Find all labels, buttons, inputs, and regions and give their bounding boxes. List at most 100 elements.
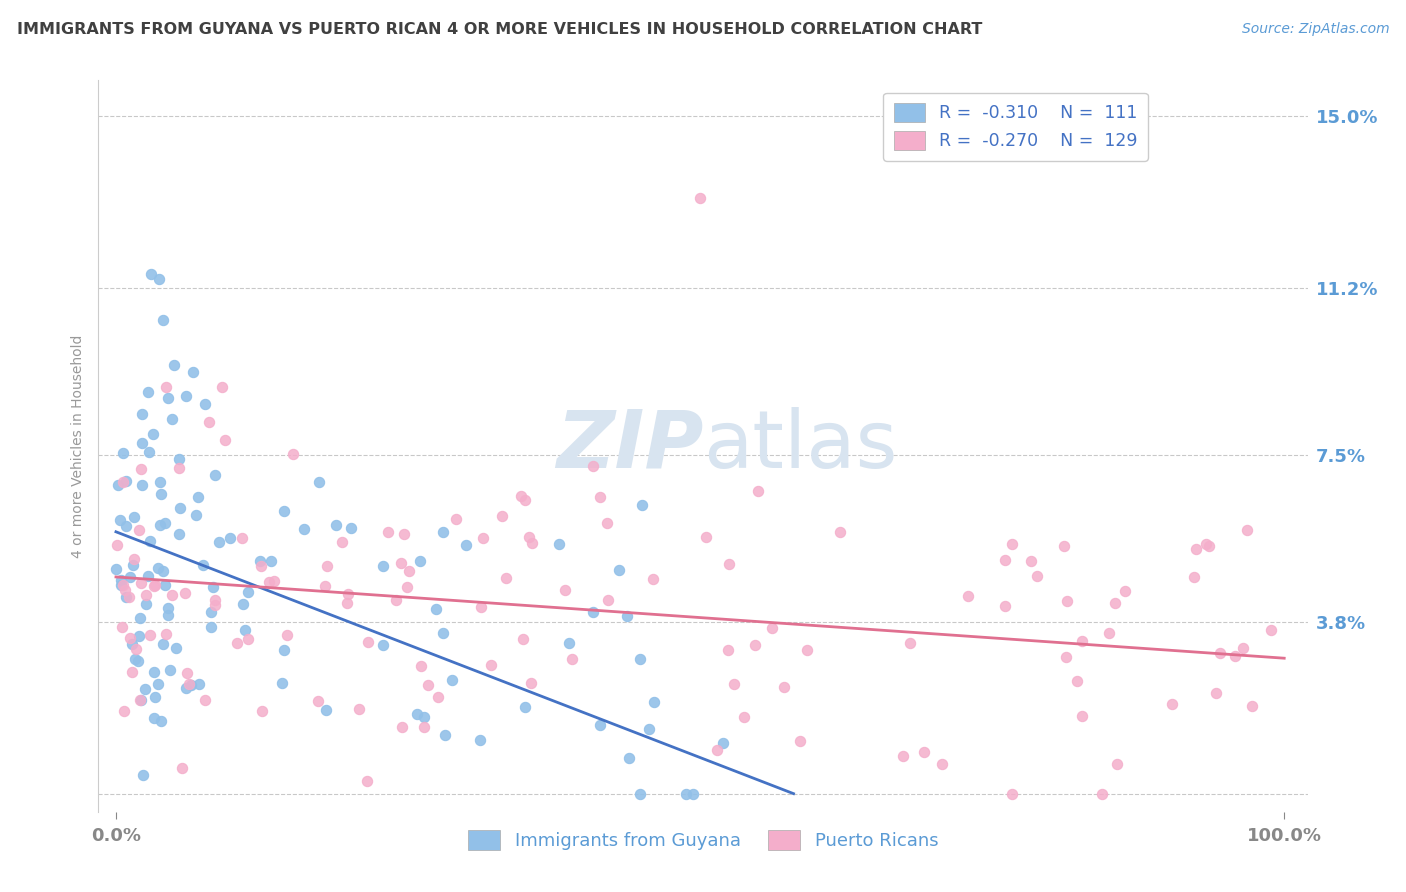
Point [273,642,295,657]
Point [377,524,399,539]
Point [207,535,229,549]
Point [1260,623,1282,637]
Point [468,733,491,747]
Point [252,704,274,718]
Point [134,681,156,696]
Point [512,632,534,647]
Point [152,564,174,578]
Point [121,558,143,572]
Point [115,590,138,604]
Point [146,677,169,691]
Point [153,578,176,592]
Point [1223,649,1246,664]
Point [118,591,141,605]
Point [1205,686,1227,700]
Point [582,605,605,619]
Point [1054,650,1077,665]
Text: atlas: atlas [703,407,897,485]
Point [520,536,543,550]
Point [596,592,619,607]
Point [638,723,661,737]
Point [617,750,640,764]
Point [200,619,222,633]
Point [554,582,576,597]
Point [107,477,129,491]
Point [155,380,177,394]
Point [1097,626,1119,640]
Point [510,490,533,504]
Point [994,599,1017,613]
Point [335,596,357,610]
Point [163,358,186,372]
Point [689,191,711,205]
Point [233,624,256,638]
Point [1195,537,1218,551]
Point [409,658,432,673]
Point [1114,584,1136,599]
Point [471,532,494,546]
Point [557,636,579,650]
Point [139,628,162,642]
Point [249,559,271,574]
Point [1241,698,1264,713]
Point [675,787,697,801]
Point [149,518,172,533]
Point [711,736,734,750]
Point [744,638,766,652]
Point [128,523,150,537]
Point [136,385,159,400]
Point [129,462,152,476]
Point [138,445,160,459]
Point [513,700,536,714]
Point [1000,787,1022,801]
Point [706,743,728,757]
Point [142,426,165,441]
Point [389,556,412,570]
Point [789,734,811,748]
Point [1000,537,1022,551]
Point [152,637,174,651]
Point [330,534,353,549]
Point [129,576,152,591]
Point [1019,554,1042,568]
Point [773,681,796,695]
Point [413,710,436,724]
Point [204,468,226,483]
Point [156,601,179,615]
Point [167,451,190,466]
Point [315,559,337,574]
Point [607,563,630,577]
Point [371,638,394,652]
Point [416,678,439,692]
Point [796,643,818,657]
Point [131,436,153,450]
Point [111,578,134,592]
Point [249,554,271,568]
Point [149,486,172,500]
Point [308,475,330,490]
Point [595,516,617,530]
Point [628,787,651,801]
Point [204,593,226,607]
Point [582,458,605,473]
Point [188,677,211,691]
Point [128,629,150,643]
Legend: Immigrants from Guyana, Puerto Ricans: Immigrants from Guyana, Puerto Ricans [461,823,945,857]
Point [169,501,191,516]
Point [409,554,432,568]
Point [200,605,222,619]
Point [1091,787,1114,801]
Point [167,461,190,475]
Point [1160,697,1182,711]
Point [128,611,150,625]
Point [194,397,217,411]
Point [139,268,162,282]
Point [1056,593,1078,607]
Point [273,504,295,518]
Point [176,666,198,681]
Point [112,704,135,718]
Point [231,531,253,545]
Point [432,625,454,640]
Point [124,510,146,524]
Point [682,787,704,801]
